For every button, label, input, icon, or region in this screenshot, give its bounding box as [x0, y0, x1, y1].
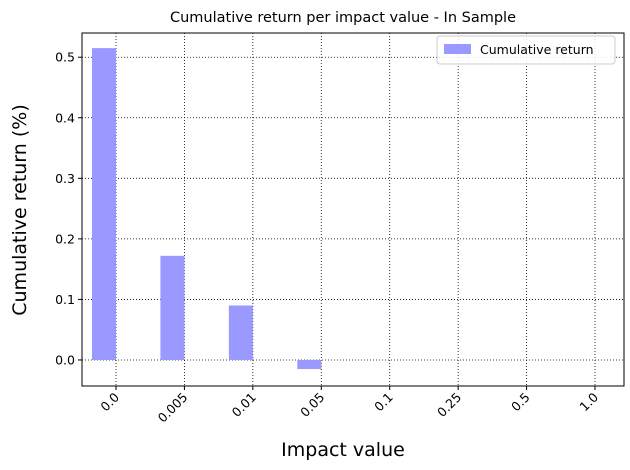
x-tick-label: 0.5: [508, 390, 533, 415]
x-tick-label: 1.0: [576, 389, 601, 414]
y-tick-label: 0.3: [55, 171, 75, 186]
x-tick-label: 0.25: [434, 390, 464, 420]
legend-box: [436, 35, 616, 65]
bar: [92, 48, 116, 360]
y-tick-label: 0.1: [55, 292, 75, 307]
x-axis-label: Impact value: [281, 439, 405, 461]
y-axis-label: Cumulative return (%): [9, 104, 31, 316]
legend-entry-label: Cumulative return: [480, 42, 594, 57]
chart-title: Cumulative return per impact value - In …: [170, 10, 516, 26]
legend-swatch: [444, 44, 471, 54]
y-tick-label: 0.2: [55, 231, 75, 246]
bar: [160, 255, 185, 360]
y-tick-label: 0.4: [55, 110, 75, 125]
x-tick-label: 0.01: [229, 390, 259, 420]
bar: [228, 305, 253, 360]
x-tick-label: 0.1: [371, 390, 396, 415]
y-tick-label: 0.5: [55, 50, 75, 65]
legend: Cumulative return: [436, 35, 616, 65]
plot-frame: [81, 32, 625, 387]
x-tick-label: 0.005: [155, 390, 191, 426]
bars: [92, 48, 322, 370]
x-axis-ticks: 0.0 0.005 0.01 0.05 0.1 0.25 0.5 1.0: [97, 386, 601, 425]
y-axis-ticks: 0.0 0.1 0.2 0.3 0.4 0.5: [55, 50, 82, 367]
y-tick-label: 0.0: [55, 352, 75, 367]
x-tick-label: 0.05: [297, 390, 327, 420]
x-tick-label: 0.0: [97, 389, 122, 414]
bar: [297, 359, 322, 370]
